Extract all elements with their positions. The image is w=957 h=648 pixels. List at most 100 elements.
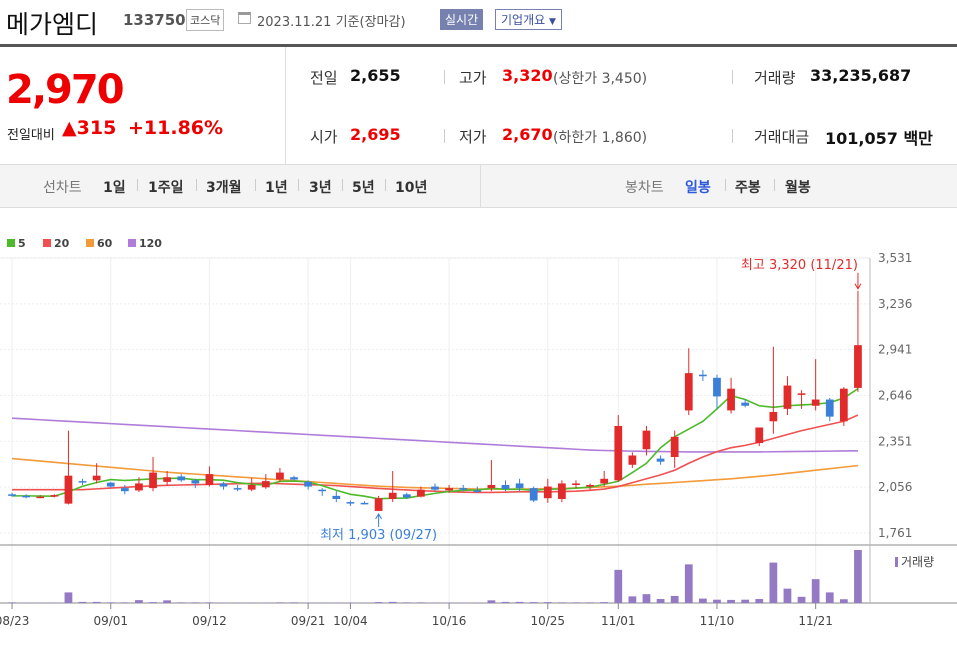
volume-bar bbox=[431, 602, 439, 604]
volume-legend-label: 거래량 bbox=[901, 555, 934, 569]
volume-bar bbox=[163, 600, 172, 603]
candle-daily[interactable]: 일봉 bbox=[685, 180, 711, 196]
lower-limit: (하한가 1,860) bbox=[553, 130, 648, 146]
amount-value: 101,057 백만 bbox=[825, 129, 933, 148]
volume-bar bbox=[149, 602, 157, 603]
volume-bar bbox=[628, 596, 637, 603]
candle-weekly[interactable]: 주봉 bbox=[735, 180, 761, 196]
candle-body bbox=[149, 472, 157, 489]
low-label: 저가 bbox=[459, 128, 487, 146]
period-1y[interactable]: 1년 bbox=[265, 180, 288, 196]
candle-body bbox=[572, 483, 580, 485]
volume-bar bbox=[290, 602, 298, 603]
candle-body bbox=[402, 494, 411, 498]
candle-body bbox=[741, 402, 750, 406]
y-tick-label: 1,761 bbox=[878, 526, 912, 540]
candle-body bbox=[783, 385, 792, 409]
candle-body bbox=[515, 483, 524, 489]
change-percent: +11.86% bbox=[128, 117, 224, 139]
volume-bar bbox=[529, 602, 538, 603]
candle-body bbox=[684, 373, 693, 411]
volume-bar bbox=[360, 602, 369, 604]
volume-bar bbox=[191, 602, 200, 603]
candle-body bbox=[417, 489, 425, 497]
volume-bar bbox=[22, 602, 31, 604]
volume-bar bbox=[50, 602, 59, 604]
candle-body bbox=[473, 490, 482, 492]
volume-bar bbox=[543, 602, 552, 603]
change-label: 전일대비 bbox=[7, 128, 55, 143]
min-arrow-head bbox=[375, 512, 383, 520]
amount-label: 거래대금 bbox=[754, 128, 810, 146]
volume-bar bbox=[501, 601, 510, 603]
max-price-label: 최고 3,320 (11/21) bbox=[741, 258, 858, 273]
candle-monthly[interactable]: 월봉 bbox=[785, 180, 811, 196]
period-3m[interactable]: 3개월 bbox=[206, 180, 242, 196]
volume-bar bbox=[318, 602, 327, 604]
volume-bar bbox=[698, 598, 707, 603]
candle-body bbox=[304, 481, 312, 487]
candle-body bbox=[600, 478, 609, 484]
volume-bar bbox=[346, 602, 355, 604]
volume-bar bbox=[614, 569, 623, 603]
company-overview-dropdown[interactable]: 기업개요 ▼ bbox=[495, 9, 562, 30]
candle-body bbox=[374, 498, 383, 511]
volume-bar bbox=[600, 602, 609, 603]
candle-body bbox=[346, 502, 355, 504]
volume-bar bbox=[459, 602, 468, 604]
volume-bar bbox=[656, 599, 665, 603]
prev-value: 2,655 bbox=[350, 66, 401, 85]
volume-bar bbox=[417, 602, 425, 603]
candle-body bbox=[50, 495, 59, 497]
candle-body bbox=[8, 494, 16, 496]
period-1d[interactable]: 1일 bbox=[103, 180, 126, 196]
period-3y[interactable]: 3년 bbox=[309, 180, 332, 196]
volume-bar bbox=[769, 562, 778, 603]
volume-bar bbox=[261, 602, 270, 604]
open-value: 2,695 bbox=[350, 125, 401, 144]
candle-body bbox=[642, 430, 651, 450]
candle-body bbox=[698, 374, 707, 377]
candle-body bbox=[78, 481, 87, 483]
volume-bar bbox=[713, 599, 721, 603]
volume-bar bbox=[106, 602, 115, 603]
volume-legend-swatch bbox=[895, 557, 898, 567]
candle-body bbox=[233, 488, 242, 490]
period-1w[interactable]: 1주일 bbox=[148, 180, 184, 196]
stock-name: 메가엠디 bbox=[6, 10, 99, 39]
candle-body bbox=[163, 477, 172, 482]
candle-body bbox=[825, 399, 834, 417]
candle-body bbox=[177, 476, 186, 481]
candle-body bbox=[92, 475, 101, 481]
candle-body bbox=[247, 484, 256, 490]
period-10y[interactable]: 10년 bbox=[395, 180, 428, 196]
period-5y[interactable]: 5년 bbox=[352, 180, 375, 196]
volume-bar bbox=[78, 601, 87, 603]
min-price-label: 최저 1,903 (09/27) bbox=[320, 528, 437, 543]
low-value: 2,670 bbox=[502, 125, 553, 144]
volume-bar bbox=[586, 602, 594, 603]
candle-body bbox=[839, 388, 848, 422]
candle-body bbox=[431, 486, 439, 490]
calendar-icon bbox=[238, 12, 251, 24]
candle-body bbox=[727, 388, 735, 411]
volume-bar bbox=[473, 602, 482, 604]
x-tick-label: 09/01 bbox=[93, 614, 128, 628]
volume-bar bbox=[825, 592, 834, 603]
realtime-button[interactable]: 실시간 bbox=[440, 9, 484, 30]
candle-body bbox=[459, 488, 468, 490]
volume-bar bbox=[205, 602, 214, 603]
candle-body bbox=[501, 484, 510, 489]
x-tick-label: 08/23 bbox=[0, 614, 29, 628]
volume-bar bbox=[374, 602, 383, 603]
volume-bar bbox=[135, 600, 143, 603]
prev-label: 전일 bbox=[310, 69, 338, 87]
up-triangle-icon: ▲ bbox=[62, 117, 77, 139]
volume-bar bbox=[445, 602, 453, 604]
volume-bar bbox=[854, 550, 862, 603]
volume-bar bbox=[797, 596, 806, 603]
candle-body bbox=[360, 502, 369, 505]
x-tick-label: 11/01 bbox=[601, 614, 636, 628]
max-arrow-head bbox=[854, 283, 862, 290]
upper-limit: (상한가 3,450) bbox=[553, 71, 648, 87]
